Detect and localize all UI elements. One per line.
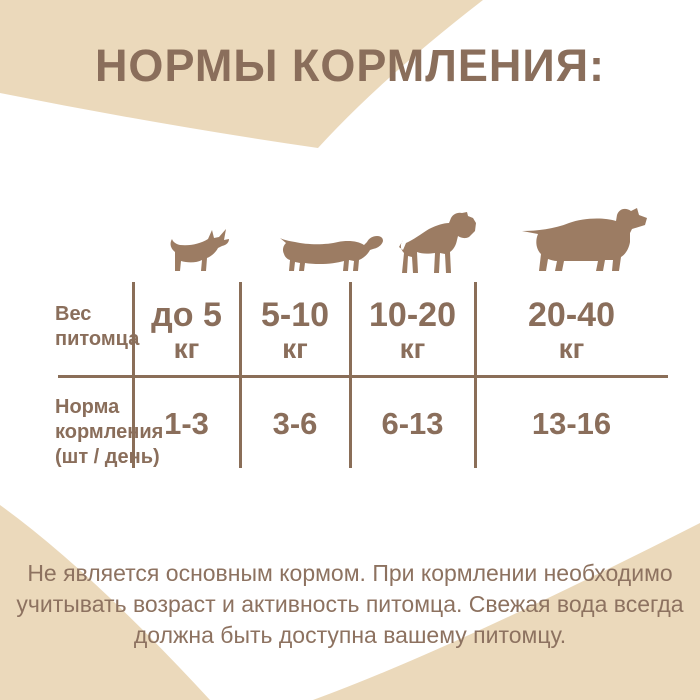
dog-icon-chihuahua [167,227,245,272]
weight-cell-1: до 5 кг [151,296,222,364]
table-divider-horizontal [58,375,668,378]
dog-icon-rottweiler [519,203,651,272]
weight-cell-3: 10-20 кг [369,296,456,364]
footnote: Не является основным кормом. При кормлен… [16,560,684,648]
dog-icon-dachshund [278,232,386,272]
weight-row-label: Вес питомца [55,303,140,350]
dog-icon-schnauzer [397,212,479,274]
weight-cell-2: 5-10 кг [260,296,330,364]
norm-cell-3: 6-13 [381,406,444,441]
weight-cell-4: 20-40 кг [528,296,615,364]
page-title: НОРМЫ КОРМЛЕНИЯ: [94,40,606,91]
norm-cell-2: 3-6 [272,406,318,441]
norm-row-label: Норма кормления (шт / день) [55,396,164,468]
norm-cell-1: 1-3 [164,406,209,441]
norm-cell-4: 13-16 [531,406,612,441]
